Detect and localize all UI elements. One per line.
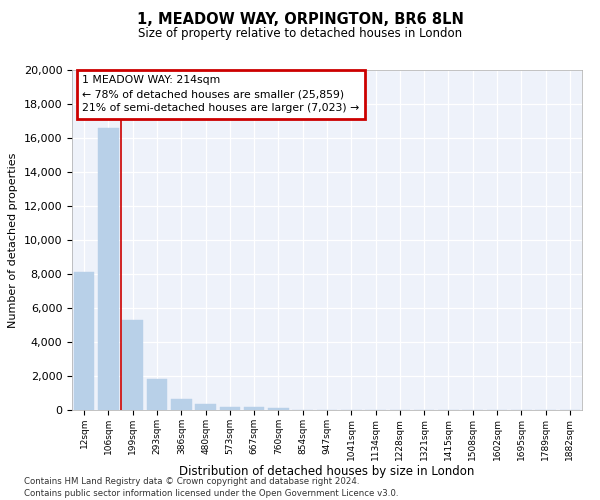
Text: Contains public sector information licensed under the Open Government Licence v3: Contains public sector information licen…	[24, 489, 398, 498]
Bar	[268, 408, 289, 410]
Bar	[195, 404, 216, 410]
Bar	[146, 380, 167, 410]
Bar	[74, 272, 94, 410]
Bar	[98, 128, 119, 410]
Bar	[220, 407, 240, 410]
Text: Contains HM Land Registry data © Crown copyright and database right 2024.: Contains HM Land Registry data © Crown c…	[24, 478, 359, 486]
Text: 1, MEADOW WAY, ORPINGTON, BR6 8LN: 1, MEADOW WAY, ORPINGTON, BR6 8LN	[137, 12, 463, 28]
Bar	[171, 399, 191, 410]
Text: Size of property relative to detached houses in London: Size of property relative to detached ho…	[138, 28, 462, 40]
X-axis label: Distribution of detached houses by size in London: Distribution of detached houses by size …	[179, 466, 475, 478]
Bar	[122, 320, 143, 410]
Bar	[244, 408, 265, 410]
Text: 1 MEADOW WAY: 214sqm
← 78% of detached houses are smaller (25,859)
21% of semi-d: 1 MEADOW WAY: 214sqm ← 78% of detached h…	[82, 75, 359, 113]
Y-axis label: Number of detached properties: Number of detached properties	[8, 152, 18, 328]
